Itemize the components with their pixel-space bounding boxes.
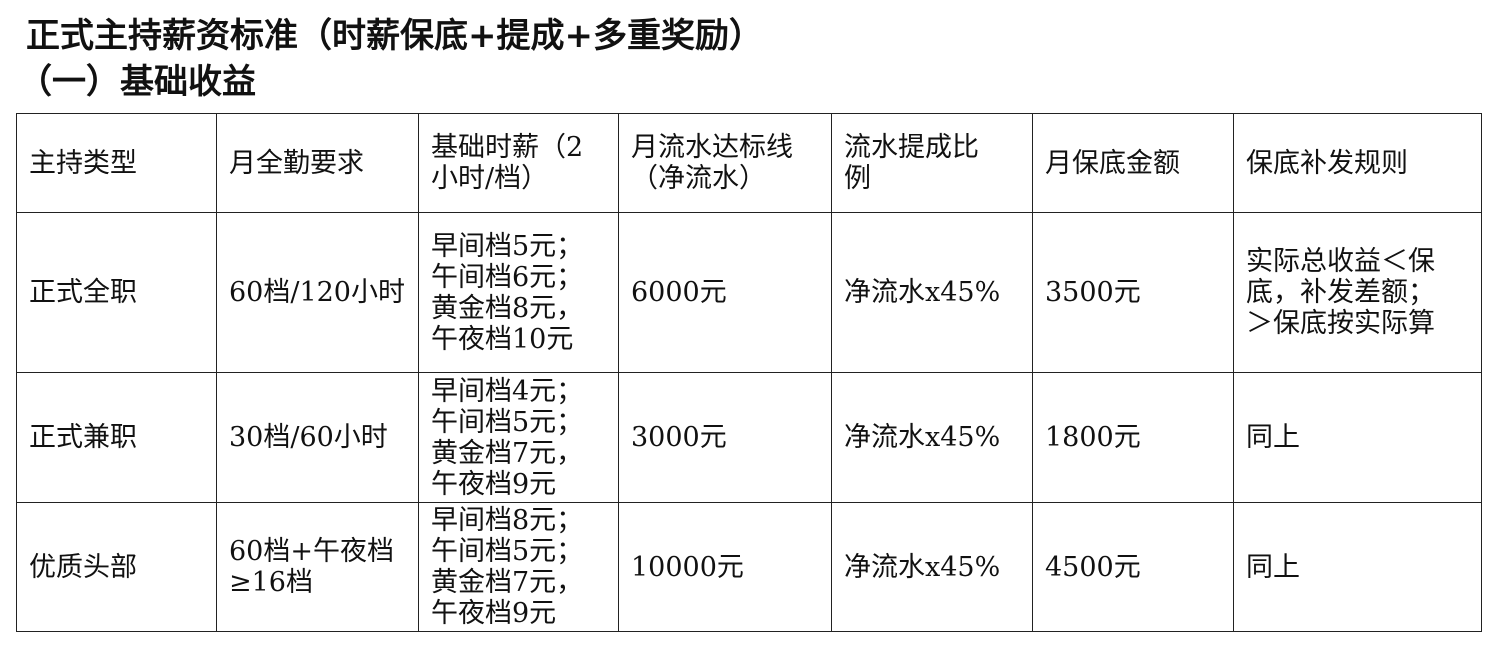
table-cell: 3000元 [618,372,832,503]
table-cell: 净流水x45% [831,372,1033,503]
table-cell: 优质头部 [16,502,217,632]
table-cell: 1800元 [1032,372,1234,503]
table-cell: 10000元 [618,502,832,632]
header-cell: 主持类型 [16,113,217,213]
table-cell: 30档/60小时 [216,372,419,503]
page-title: 正式主持薪资标准（时薪保底+提成+多重奖励） [26,16,763,56]
header-cell: 保底补发规则 [1233,113,1482,213]
table-cell: 正式全职 [16,212,217,373]
header-cell: 月流水达标线 （净流水） [618,113,832,213]
table-row: 优质头部 60档+午夜档 ≥16档 早间档8元； 午间档5元； 黄金档7元， 午… [16,502,1482,632]
header-cell: 月保底金额 [1032,113,1234,213]
header-cell: 基础时薪（2 小时/档） [418,113,619,213]
table-cell: 6000元 [618,212,832,373]
table-cell: 早间档5元； 午间档6元； 黄金档8元， 午夜档10元 [418,212,619,373]
section-heading: （一）基础收益 [18,62,256,102]
table-cell: 早间档4元； 午间档5元； 黄金档7元， 午夜档9元 [418,372,619,503]
table-cell: 同上 [1233,502,1482,632]
table-cell: 净流水x45% [831,502,1033,632]
table-cell: 实际总收益＜保 底，补发差额； ＞保底按实际算 [1233,212,1482,373]
table-cell: 4500元 [1032,502,1234,632]
table-cell: 正式兼职 [16,372,217,503]
header-cell: 流水提成比 例 [831,113,1033,213]
table-row: 正式全职 60档/120小时 早间档5元； 午间档6元； 黄金档8元， 午夜档1… [16,212,1482,373]
table-cell: 60档/120小时 [216,212,419,373]
header-cell: 月全勤要求 [216,113,419,213]
table-cell: 3500元 [1032,212,1234,373]
table-row: 正式兼职 30档/60小时 早间档4元； 午间档5元； 黄金档7元， 午夜档9元… [16,372,1482,503]
table-cell: 净流水x45% [831,212,1033,373]
table-cell: 早间档8元； 午间档5元； 黄金档7元， 午夜档9元 [418,502,619,632]
table-cell: 60档+午夜档 ≥16档 [216,502,419,632]
table-cell: 同上 [1233,372,1482,503]
table-header-row: 主持类型 月全勤要求 基础时薪（2 小时/档） 月流水达标线 （净流水） 流水提… [16,113,1482,213]
salary-table: 主持类型 月全勤要求 基础时薪（2 小时/档） 月流水达标线 （净流水） 流水提… [16,113,1482,632]
